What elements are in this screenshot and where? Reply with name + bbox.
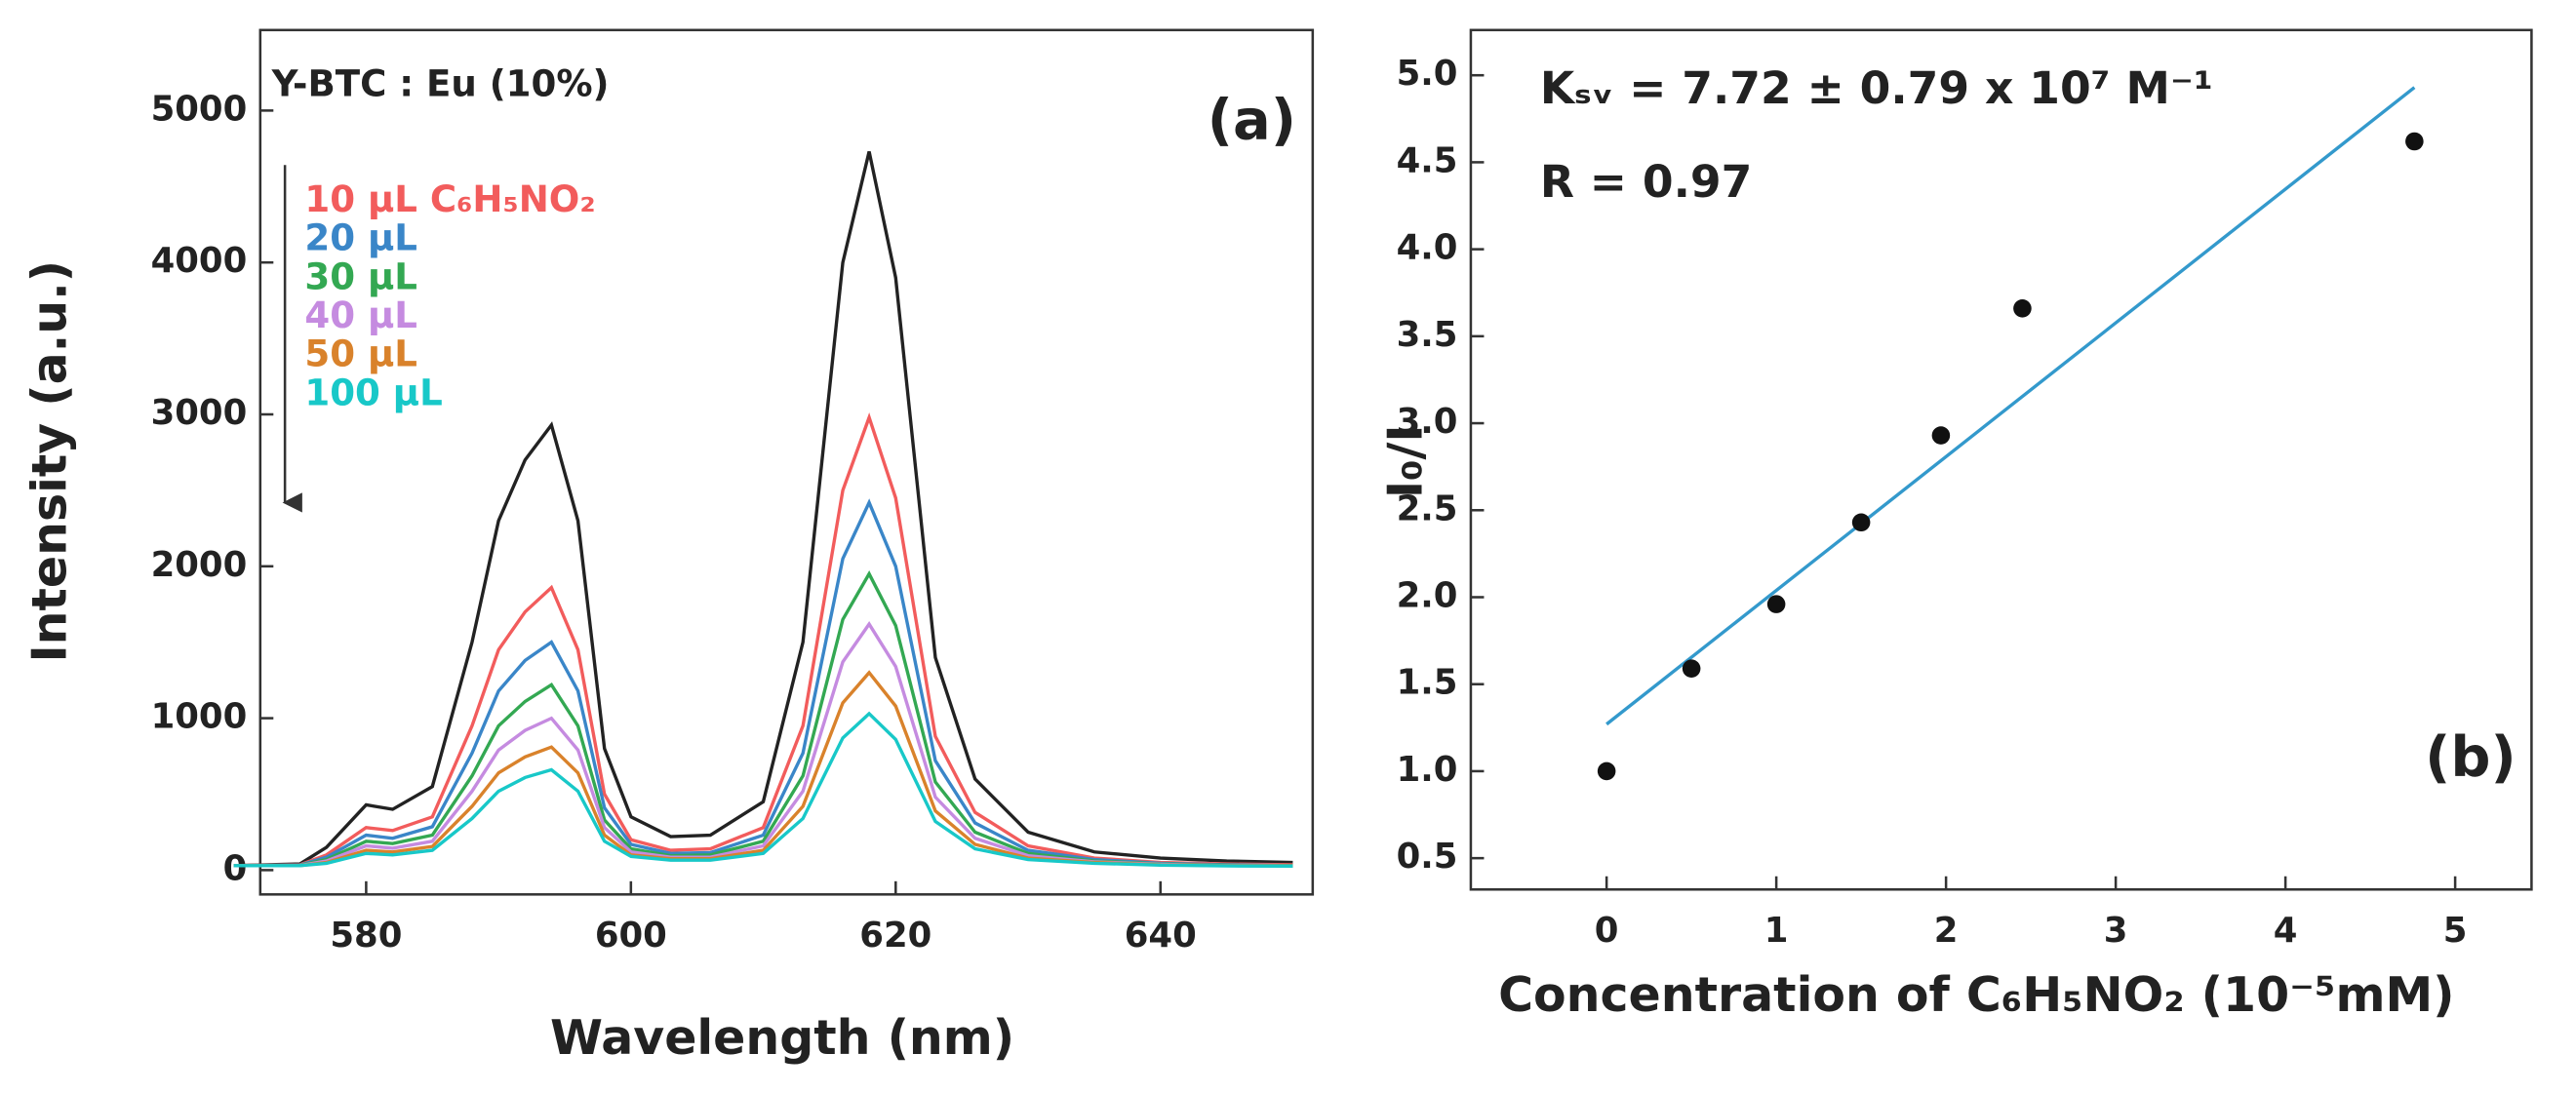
- y-tick-label: 2.0: [1397, 575, 1458, 615]
- x-tick-label: 0: [1595, 911, 1619, 951]
- y-axis-title: Intensity (a.u.): [22, 260, 78, 663]
- fit-line: [1605, 86, 2416, 726]
- y-tick-label: 1000: [151, 697, 248, 737]
- y-tick-label: 5.0: [1397, 54, 1458, 94]
- spectrum-line: [233, 711, 1293, 868]
- spectrum-line: [233, 151, 1293, 868]
- y-tick-label: 4.0: [1397, 228, 1458, 268]
- legend-entry: 10 μL C₆H₅NO₂: [304, 178, 595, 220]
- y-tick-label: 1.0: [1397, 750, 1458, 790]
- spectrum-line: [233, 570, 1293, 868]
- x-tick-label: 3: [2104, 911, 2128, 951]
- data-point: [1766, 595, 1786, 613]
- x-tick-label: 4: [2274, 911, 2298, 951]
- plot-frame: [1469, 28, 2533, 891]
- data-point: [1931, 426, 1951, 445]
- data-point: [2013, 299, 2032, 318]
- x-axis-title: Concentration of C₆H₅NO₂ (10⁻⁵mM): [1498, 967, 2454, 1023]
- x-tick-label: 600: [595, 916, 667, 956]
- y-tick-label: 3000: [151, 393, 248, 433]
- x-tick-label: 640: [1125, 916, 1197, 956]
- annotation: Kₛᵥ = 7.72 ± 0.79 x 10⁷ M⁻¹: [1540, 62, 2213, 114]
- y-tick-label: 2.5: [1397, 488, 1458, 528]
- legend-entry: 50 μL: [304, 333, 417, 375]
- x-axis-title: Wavelength (nm): [550, 1010, 1014, 1066]
- y-tick-label: 3.0: [1397, 402, 1458, 442]
- spectrum-line: [233, 498, 1293, 868]
- y-tick-label: 0.5: [1397, 837, 1458, 877]
- annotation: R = 0.97: [1540, 156, 1752, 208]
- panel-label: (b): [2425, 724, 2517, 790]
- y-tick-label: 5000: [151, 89, 248, 129]
- y-tick-label: 3.5: [1397, 315, 1458, 355]
- y-axis-title: I₀/I: [1377, 424, 1433, 498]
- x-tick-label: 2: [1934, 911, 1959, 951]
- legend-entry: 100 μL: [304, 371, 442, 413]
- legend-entry: 30 μL: [304, 255, 417, 297]
- x-tick-label: 1: [1764, 911, 1789, 951]
- panel-label: (a): [1208, 88, 1296, 153]
- data-point: [1597, 761, 1616, 781]
- legend-entry: 20 μL: [304, 217, 417, 259]
- y-tick-label: 2000: [151, 545, 248, 585]
- data-point: [2405, 132, 2424, 151]
- y-tick-label: 1.5: [1397, 663, 1458, 703]
- x-tick-label: 620: [859, 916, 931, 956]
- plot-frame: [258, 28, 1315, 896]
- spectrum-line: [233, 411, 1293, 868]
- y-tick-label: 0: [223, 848, 248, 888]
- annotation: Y-BTC : Eu (10%): [271, 63, 610, 105]
- legend-entry: 40 μL: [304, 294, 417, 336]
- x-tick-label: 580: [330, 916, 402, 956]
- data-point: [1851, 513, 1871, 532]
- x-tick-label: 5: [2443, 911, 2468, 951]
- y-tick-label: 4000: [151, 241, 248, 281]
- y-tick-label: 4.5: [1397, 140, 1458, 180]
- data-point: [1682, 659, 1701, 678]
